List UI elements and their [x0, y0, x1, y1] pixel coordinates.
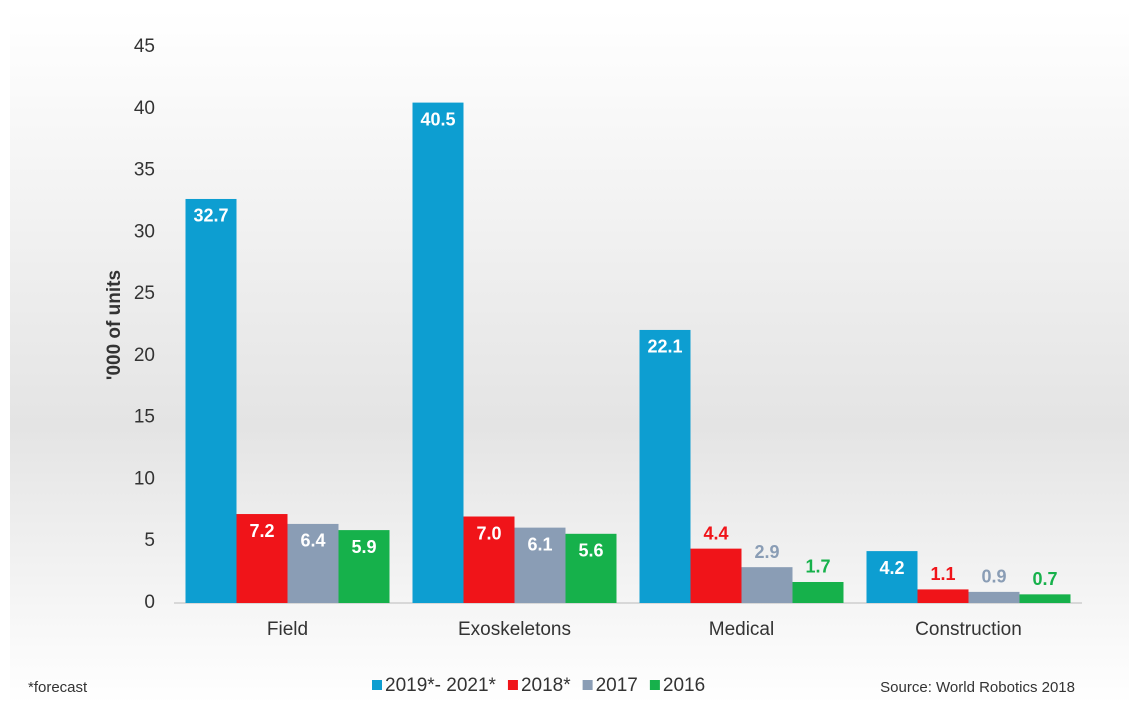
data-label: 2.9	[754, 542, 779, 562]
data-label: 40.5	[420, 109, 455, 129]
bar	[792, 581, 844, 603]
source: Source: World Robotics 2018	[880, 679, 1075, 696]
bar	[236, 514, 288, 603]
bar	[514, 527, 566, 603]
y-tick-label: 25	[134, 283, 155, 304]
y-tick-label: 40	[134, 98, 155, 119]
x-tick-label: Exoskeletons	[458, 619, 571, 640]
y-tick-label: 15	[134, 407, 155, 428]
data-label: 5.6	[578, 541, 603, 561]
bar	[287, 523, 339, 603]
data-label: 5.9	[351, 537, 376, 557]
data-label: 6.1	[527, 534, 552, 554]
y-axis-label: '000 of units	[104, 270, 125, 380]
bar	[565, 533, 617, 603]
data-label: 7.2	[249, 521, 274, 541]
data-label: 22.1	[647, 337, 682, 357]
data-label: 4.2	[879, 558, 904, 578]
bar	[639, 329, 691, 603]
data-label: 32.7	[193, 206, 228, 226]
bar	[968, 591, 1020, 603]
legend-swatch	[649, 680, 660, 690]
bar	[866, 551, 918, 603]
y-tick-label: 20	[134, 345, 155, 366]
data-label: 0.9	[981, 567, 1006, 587]
y-tick-label: 35	[134, 160, 155, 181]
y-tick-label: 0	[144, 592, 155, 613]
legend-label: 2016	[663, 675, 705, 696]
data-label: 1.7	[805, 557, 830, 577]
data-label: 1.1	[930, 564, 955, 584]
legend-swatch	[582, 680, 593, 690]
legend-swatch	[507, 680, 518, 690]
x-tick-label: Field	[267, 619, 308, 640]
bar	[690, 548, 742, 603]
bar	[338, 530, 390, 603]
bar	[1019, 594, 1071, 603]
footnote: *forecast	[28, 679, 88, 696]
legend-label: 2018*	[521, 675, 571, 696]
legend-label: 2019*- 2021*	[385, 675, 497, 696]
data-label: 6.4	[300, 531, 325, 551]
y-tick-label: 10	[134, 468, 155, 489]
legend-label: 2017	[596, 675, 638, 696]
x-tick-label: Medical	[709, 619, 774, 640]
data-label: 7.0	[476, 523, 501, 543]
y-tick-label: 45	[134, 36, 155, 57]
y-tick-label: 5	[144, 530, 155, 551]
legend-swatch	[372, 680, 382, 690]
bar	[185, 198, 237, 603]
data-label: 4.4	[703, 523, 728, 543]
bar	[463, 516, 515, 603]
bar	[741, 567, 793, 603]
bar	[917, 589, 969, 603]
data-label: 0.7	[1032, 569, 1057, 589]
bar	[412, 102, 464, 603]
x-tick-label: Construction	[915, 619, 1022, 640]
y-tick-label: 30	[134, 221, 155, 242]
